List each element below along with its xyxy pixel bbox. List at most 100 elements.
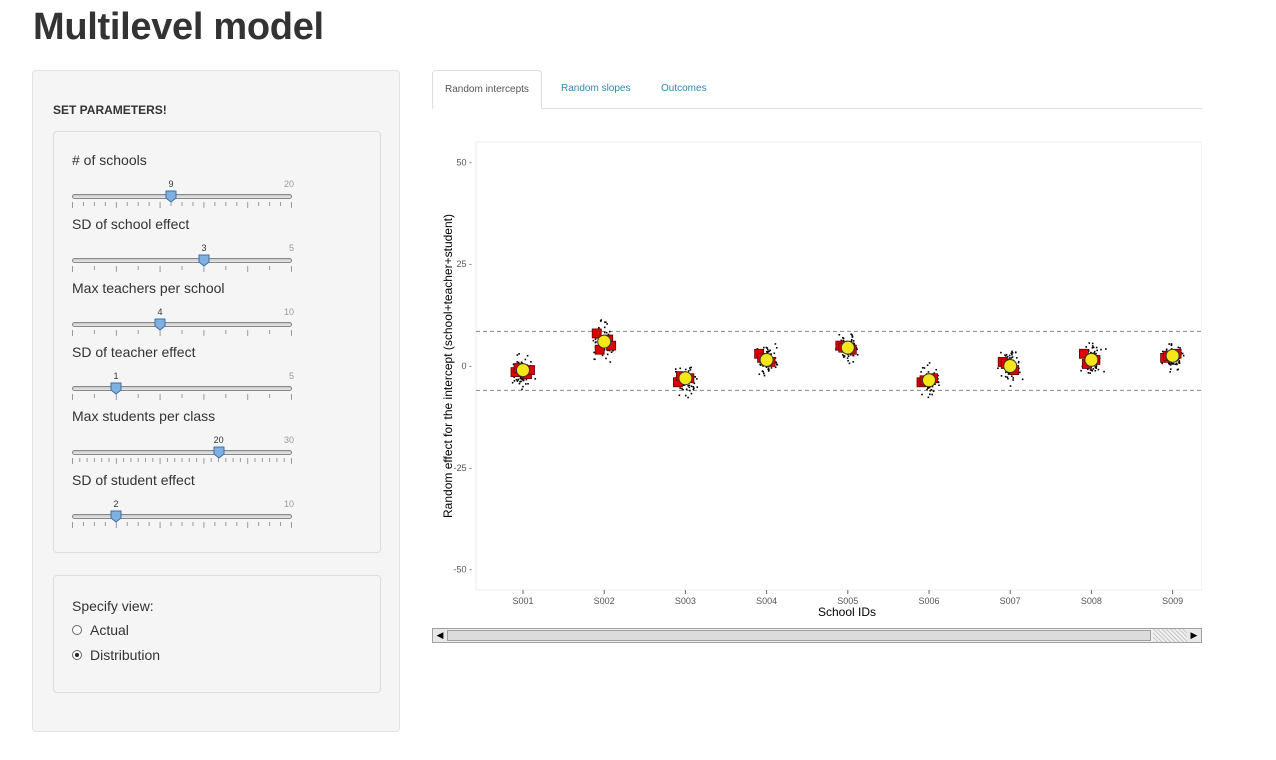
student-point — [1170, 343, 1173, 345]
view-well: Specify view: Actual Distribution — [53, 575, 381, 693]
student-point — [767, 370, 770, 372]
student-point — [851, 336, 854, 338]
student-point — [763, 374, 766, 377]
slider-handle[interactable] — [198, 254, 210, 267]
school-mean-point — [759, 352, 774, 367]
y-tick-label: 0 - — [461, 361, 472, 371]
student-point — [1175, 362, 1178, 365]
student-point — [1172, 363, 1175, 365]
tab-outcomes[interactable]: Outcomes — [661, 83, 707, 94]
student-point — [679, 367, 682, 370]
student-point — [1178, 361, 1180, 364]
student-point — [775, 346, 778, 349]
student-point — [1087, 372, 1090, 374]
student-point — [519, 380, 521, 383]
random-intercepts-plot: 50 - 25 - 0 - -25 - -50 - S001 S002 S003 S004 S00… — [441, 141, 1203, 619]
tab-random-slopes[interactable]: Random slopes — [561, 83, 631, 94]
scroll-left-arrow-icon[interactable]: ◀ — [433, 629, 447, 642]
plot-area: 50 - 25 - 0 - -25 - -50 - S001 S002 S003 S004 S00… — [432, 140, 1203, 630]
slider-track[interactable] — [72, 322, 292, 327]
student-point — [838, 333, 841, 336]
student-point — [850, 340, 853, 343]
student-point — [517, 378, 520, 381]
sidebar-heading: SET PARAMETERS! — [53, 103, 167, 117]
slider-handle[interactable] — [110, 382, 122, 395]
tab-bar: Random intercepts Random slopes Outcomes — [432, 70, 1202, 109]
student-point — [522, 385, 524, 388]
student-point — [1004, 354, 1006, 356]
student-point — [513, 376, 515, 379]
slider-track[interactable] — [72, 386, 292, 391]
student-point — [766, 348, 769, 351]
student-point — [594, 341, 597, 344]
teacher-point — [591, 328, 602, 339]
student-point — [689, 389, 691, 392]
student-point — [1091, 342, 1094, 345]
slider-label: Max teachers per school — [72, 280, 225, 296]
slider-handle[interactable] — [154, 318, 166, 331]
slider-track[interactable] — [72, 450, 292, 455]
school-mean-point — [678, 371, 693, 386]
slider-ticks — [72, 202, 292, 208]
slider-handle[interactable] — [213, 446, 225, 459]
student-point — [1012, 377, 1015, 379]
slider-track[interactable] — [72, 258, 292, 263]
slider-handle[interactable] — [165, 190, 177, 203]
x-axis-label: School IDs — [818, 605, 876, 619]
slider-handle[interactable] — [110, 510, 122, 523]
student-point — [848, 362, 851, 365]
y-axis-label: Random effect for the intercept (school+… — [441, 214, 455, 518]
student-point — [515, 378, 518, 381]
student-point — [688, 386, 691, 389]
student-point — [935, 368, 938, 371]
horizontal-scrollbar[interactable]: ◀ ▶ — [432, 628, 1202, 643]
tab-random-intercepts[interactable]: Random intercepts — [432, 70, 542, 109]
student-point — [1006, 355, 1009, 358]
student-point — [1182, 354, 1185, 357]
student-point — [768, 350, 770, 352]
slider-sd-student-effect: SD of student effect 10 2 — [72, 472, 296, 536]
student-point — [605, 321, 607, 323]
student-point — [687, 384, 689, 387]
student-point — [612, 349, 614, 352]
student-point — [1177, 346, 1180, 349]
student-point — [770, 367, 773, 369]
student-point — [927, 396, 930, 399]
radio-actual[interactable]: Actual — [72, 622, 129, 638]
student-point — [1007, 373, 1010, 375]
slider-label: SD of teacher effect — [72, 344, 196, 360]
scrollbar-thumb[interactable] — [447, 630, 1151, 641]
scroll-right-arrow-icon[interactable]: ▶ — [1187, 629, 1201, 642]
x-tick-label: S004 — [756, 596, 777, 606]
student-point — [856, 353, 859, 356]
x-tick-label: S006 — [918, 596, 939, 606]
slider-track[interactable] — [72, 194, 292, 199]
scrollbar-track[interactable] — [1153, 629, 1187, 642]
student-point — [1021, 378, 1024, 381]
radio-button[interactable] — [72, 625, 82, 635]
slider-track[interactable] — [72, 514, 292, 519]
student-point — [1181, 352, 1184, 355]
x-tick-label: S003 — [675, 596, 696, 606]
student-point — [847, 359, 849, 362]
student-point — [766, 350, 768, 353]
student-point — [933, 372, 936, 374]
student-point — [758, 373, 761, 376]
student-point — [773, 352, 776, 355]
student-point — [1004, 375, 1007, 378]
student-point — [1097, 368, 1100, 371]
student-point — [1011, 356, 1014, 358]
student-point — [931, 393, 933, 396]
student-point — [1096, 349, 1098, 352]
student-point — [763, 346, 765, 349]
x-tick-label: S009 — [1162, 596, 1183, 606]
radio-distribution[interactable]: Distribution — [72, 647, 160, 663]
student-point — [1092, 346, 1095, 349]
parameters-well: # of schools 20 9 SD of school effect 5 … — [53, 131, 381, 553]
student-point — [1089, 372, 1091, 374]
radio-button[interactable] — [72, 650, 82, 660]
student-point — [774, 343, 777, 345]
student-point — [840, 339, 843, 342]
student-point — [512, 363, 515, 366]
student-point — [607, 333, 610, 336]
